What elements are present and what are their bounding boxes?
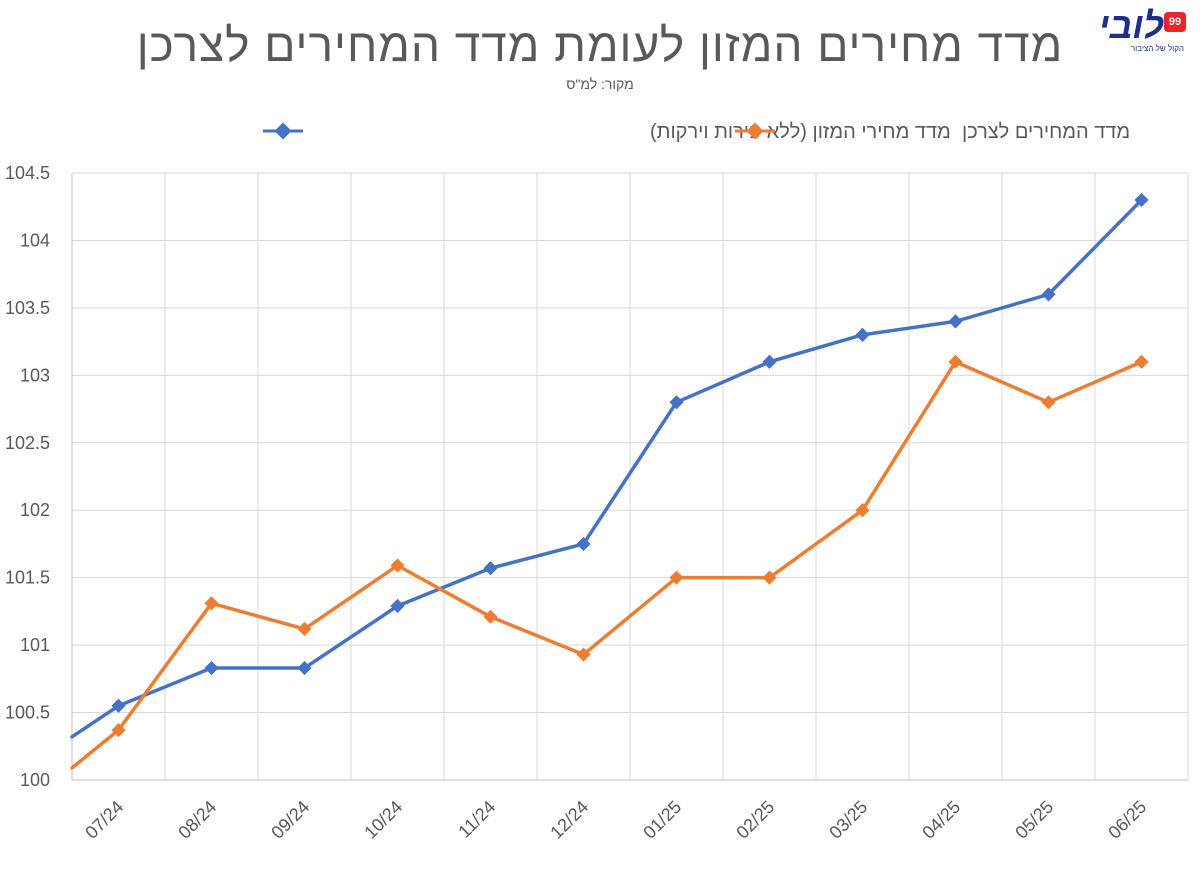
data-point-1 <box>297 621 312 636</box>
data-point-0 <box>204 660 219 676</box>
x-axis: 07/24 08/24 09/24 10/24 11/24 12/24 01/25 02/25… <box>72 779 1188 843</box>
y-axis: 100 100.5 101 101.5 102 102.5 103 103.5 104 104.5 <box>5 163 73 790</box>
x-tick-label: 04/25 <box>918 797 964 843</box>
y-tick-label: 101.5 <box>5 568 50 588</box>
x-tick-label: 12/24 <box>546 797 592 843</box>
y-tick-label: 100.5 <box>5 703 50 723</box>
data-point-1 <box>669 570 684 585</box>
legend-marker-cpi <box>746 122 764 140</box>
y-tick-label: 100 <box>20 770 50 790</box>
data-point-0 <box>1041 287 1056 302</box>
x-tick-label: 10/24 <box>360 797 406 843</box>
data-point-1 <box>111 723 126 738</box>
data-point-0 <box>669 395 684 410</box>
x-tick-label: 08/24 <box>174 797 220 843</box>
series-line-0 <box>70 198 1144 739</box>
y-tick-label: 102 <box>20 500 50 520</box>
x-tick-label: 01/25 <box>639 797 685 843</box>
data-point-0 <box>111 698 126 713</box>
legend-label-food: מדד מחירי המזון (ללא פירות וירקות) <box>650 121 951 143</box>
x-tick-label: 07/24 <box>81 797 127 843</box>
series-layer <box>70 192 1149 770</box>
legend-item-cpi: מדד המחירים לצרכן <box>735 121 1130 143</box>
x-tick-label: 03/25 <box>825 797 871 843</box>
x-tick-label: 02/25 <box>732 797 778 843</box>
data-point-0 <box>762 354 777 369</box>
x-tick-label: 11/24 <box>454 797 499 842</box>
chart-source: מקור: למ"ס <box>566 76 634 92</box>
data-point-1 <box>948 354 963 369</box>
gridlines <box>71 172 1189 781</box>
data-point-0 <box>855 327 870 342</box>
y-tick-label: 102.5 <box>5 433 50 453</box>
logo-subtitle: הקול של הציבור <box>1130 44 1184 53</box>
y-tick-label: 103 <box>20 365 50 385</box>
y-tick-label: 104.5 <box>5 163 50 183</box>
y-tick-label: 101 <box>20 635 50 655</box>
logo-text: לובי <box>1098 5 1164 46</box>
data-point-0 <box>576 536 591 552</box>
data-point-0 <box>948 314 963 329</box>
x-tick-label: 05/25 <box>1011 797 1057 843</box>
brand-logo: לובי 99 הקול של הציבור <box>1086 5 1186 53</box>
data-point-1 <box>204 596 219 611</box>
data-point-1 <box>576 647 591 662</box>
data-point-1 <box>1041 395 1056 410</box>
x-tick-label: 06/25 <box>1104 797 1150 843</box>
data-point-1 <box>390 558 405 573</box>
data-point-1 <box>762 570 777 585</box>
y-tick-label: 104 <box>20 230 50 250</box>
legend: מדד מחירי המזון (ללא פירות וירקות) מדד ה… <box>263 121 1130 143</box>
x-tick-label: 09/24 <box>267 797 313 843</box>
data-point-1 <box>1134 354 1149 369</box>
data-point-0 <box>390 598 405 614</box>
chart-title: מדד מחירים המזון לעומת מדד המחירים לצרכן <box>136 19 1064 71</box>
y-tick-label: 103.5 <box>5 298 50 318</box>
data-point-0 <box>297 660 312 676</box>
logo-badge: 99 <box>1164 12 1186 32</box>
series-line-1 <box>70 360 1144 770</box>
data-point-1 <box>483 609 498 624</box>
data-point-0 <box>483 561 498 576</box>
legend-marker-food <box>274 122 292 140</box>
data-point-0 <box>1134 192 1149 208</box>
legend-item-food: מדד מחירי המזון (ללא פירות וירקות) <box>263 121 951 143</box>
data-point-1 <box>855 503 870 518</box>
legend-label-cpi: מדד המחירים לצרכן <box>962 121 1130 143</box>
